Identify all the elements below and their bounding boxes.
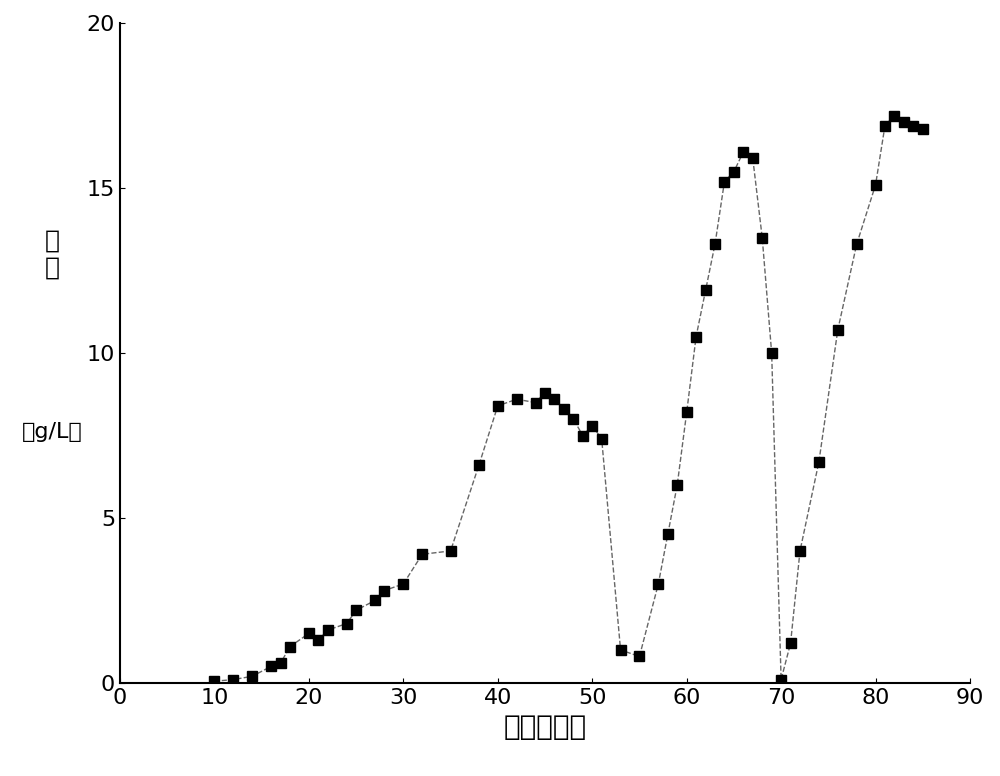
Y-axis label: 浓
度: 浓 度: [44, 228, 60, 280]
Text: （g/L）: （g/L）: [22, 422, 82, 442]
X-axis label: 时间（天）: 时间（天）: [503, 713, 587, 741]
